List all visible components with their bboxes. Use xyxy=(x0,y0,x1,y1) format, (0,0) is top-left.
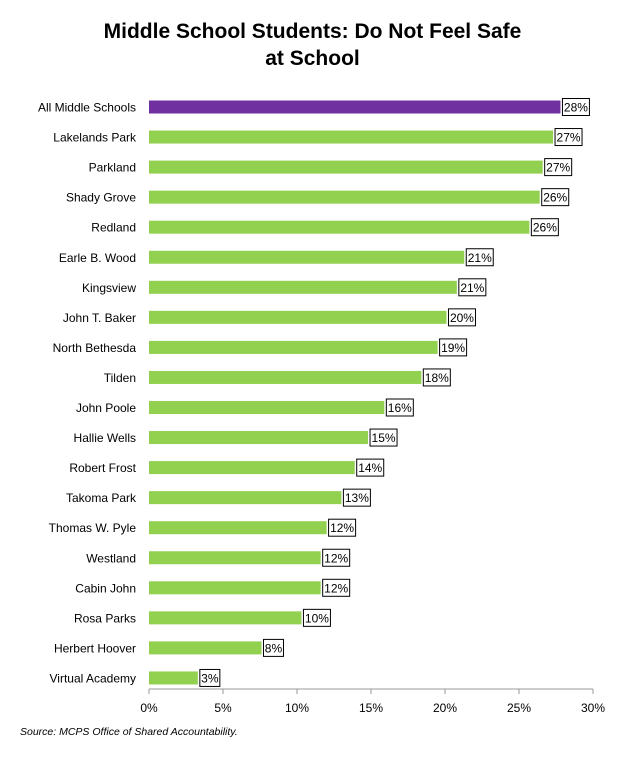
bar xyxy=(149,220,530,234)
bar xyxy=(149,611,302,625)
category-label: Herbert Hoover xyxy=(54,641,136,655)
data-label: 16% xyxy=(388,401,412,415)
category-label: North Bethesda xyxy=(53,341,137,355)
data-label: 12% xyxy=(324,581,348,595)
data-label: 21% xyxy=(468,251,492,265)
data-label-box xyxy=(322,578,351,597)
data-label-box xyxy=(554,128,583,147)
data-label: 20% xyxy=(450,311,474,325)
data-label-box xyxy=(302,608,331,627)
bar xyxy=(149,671,198,685)
data-label-box xyxy=(369,428,398,447)
category-label: John Poole xyxy=(76,401,136,415)
data-label-box xyxy=(541,188,570,207)
data-label: 15% xyxy=(372,431,396,445)
data-label-box xyxy=(385,398,414,417)
x-tick-label: 20% xyxy=(433,701,457,715)
data-label-box xyxy=(199,668,221,687)
category-label: Thomas W. Pyle xyxy=(49,521,137,535)
bar xyxy=(149,250,465,264)
data-label: 10% xyxy=(305,611,329,625)
data-label-box xyxy=(342,488,371,507)
data-label: 27% xyxy=(546,161,570,175)
category-label: Shady Grove xyxy=(66,191,136,205)
data-label: 18% xyxy=(425,371,449,385)
data-label: 21% xyxy=(460,281,484,295)
chart-title: Middle School Students: Do Not Feel Safe… xyxy=(0,18,625,72)
data-label-box xyxy=(422,368,451,387)
x-tick-label: 25% xyxy=(507,701,531,715)
bar xyxy=(149,491,342,505)
bar xyxy=(149,100,561,114)
data-label: 14% xyxy=(358,461,382,475)
x-tick-label: 10% xyxy=(285,701,309,715)
data-label-box xyxy=(458,278,487,297)
category-label: Hallie Wells xyxy=(74,431,136,445)
category-label: Lakelands Park xyxy=(53,131,137,145)
category-label: Earle B. Wood xyxy=(59,251,136,265)
bar xyxy=(149,401,385,414)
bar xyxy=(149,160,543,174)
x-tick-label: 0% xyxy=(140,701,158,715)
data-label-box xyxy=(356,458,385,477)
data-label: 12% xyxy=(330,521,354,535)
bar xyxy=(149,551,321,565)
data-label-box xyxy=(447,308,476,327)
bar xyxy=(149,581,321,595)
chart-title-line-1: Middle School Students: Do Not Feel Safe xyxy=(103,20,522,43)
category-label: Takoma Park xyxy=(66,491,137,505)
category-label: Westland xyxy=(86,551,136,565)
x-tick-label: 15% xyxy=(359,701,383,715)
data-label: 3% xyxy=(201,671,219,685)
category-label: Parkland xyxy=(89,161,136,175)
data-label: 26% xyxy=(543,191,567,205)
bar xyxy=(149,340,438,354)
data-label-box xyxy=(465,248,494,267)
bar xyxy=(149,431,369,445)
bar xyxy=(149,461,355,475)
bar xyxy=(149,130,554,144)
data-label: 13% xyxy=(345,491,369,505)
category-label: All Middle Schools xyxy=(38,101,136,115)
data-label: 12% xyxy=(324,551,348,565)
category-label: Robert Frost xyxy=(69,461,136,475)
bar xyxy=(149,370,422,384)
data-label-box xyxy=(262,638,284,657)
data-label-box xyxy=(322,548,351,567)
bar xyxy=(149,521,327,535)
data-label: 26% xyxy=(533,221,557,235)
data-label-box xyxy=(328,518,357,537)
data-label: 19% xyxy=(441,341,465,355)
bar xyxy=(149,641,262,655)
bar xyxy=(149,190,540,204)
category-label: Kingsview xyxy=(82,281,136,295)
data-label-box xyxy=(561,98,590,116)
x-tick-label: 30% xyxy=(581,701,605,715)
data-label: 28% xyxy=(564,101,588,115)
category-label: Virtual Academy xyxy=(50,671,137,685)
x-tick-label: 5% xyxy=(214,701,232,715)
category-label: Cabin John xyxy=(75,581,136,595)
data-label-box xyxy=(530,218,559,237)
category-label: Tilden xyxy=(104,371,136,385)
data-label: 27% xyxy=(557,131,581,145)
data-label-box xyxy=(439,338,468,357)
category-label: Rosa Parks xyxy=(74,611,136,625)
source-note: Source: MCPS Office of Shared Accountabi… xyxy=(20,726,238,738)
data-label: 8% xyxy=(265,641,283,655)
chart-title-line-2: at School xyxy=(265,47,360,70)
category-label: John T. Baker xyxy=(63,311,136,325)
data-label-box xyxy=(544,158,573,177)
bar xyxy=(149,280,457,294)
category-label: Redland xyxy=(91,221,136,235)
bar xyxy=(149,310,447,324)
